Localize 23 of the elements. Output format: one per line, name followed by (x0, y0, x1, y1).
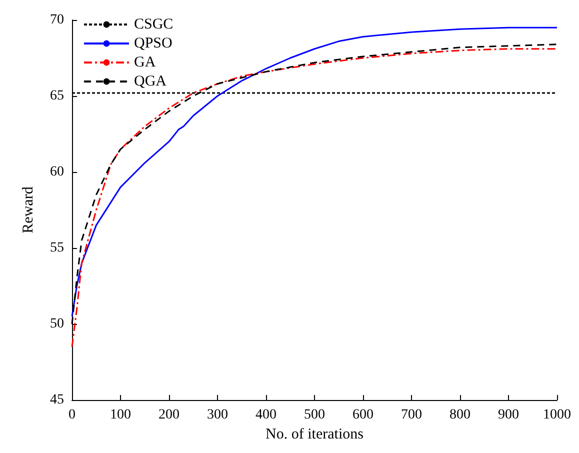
y-tick-label: 45 (50, 392, 64, 408)
y-tick-label: 60 (50, 164, 64, 180)
legend-label: CSGC (134, 16, 174, 32)
legend-label: GA (134, 54, 156, 70)
x-tick-label: 600 (352, 408, 374, 422)
x-tick-label: 0 (68, 408, 76, 422)
x-tick-label: 300 (207, 408, 228, 422)
x-axis-title: No. of iterations (266, 426, 364, 442)
x-tick-label: 1000 (543, 408, 571, 422)
y-tick-label: 55 (50, 240, 64, 256)
x-tick-label: 400 (256, 408, 276, 422)
x-tick-label: 800 (450, 408, 470, 422)
x-tick-label: 200 (158, 408, 180, 422)
legend-label: QGA (134, 74, 167, 90)
x-tick-label: 100 (110, 408, 131, 422)
x-tick-label: 500 (304, 408, 325, 422)
x-tick-label: 900 (498, 408, 519, 422)
x-tick-label: 700 (401, 408, 422, 422)
y-tick-label: 50 (50, 316, 64, 332)
y-axis-title: Reward (20, 186, 36, 234)
y-tick-label: 65 (50, 88, 64, 104)
y-tick-label: 70 (50, 12, 64, 28)
legend-label: QPSO (134, 36, 173, 52)
